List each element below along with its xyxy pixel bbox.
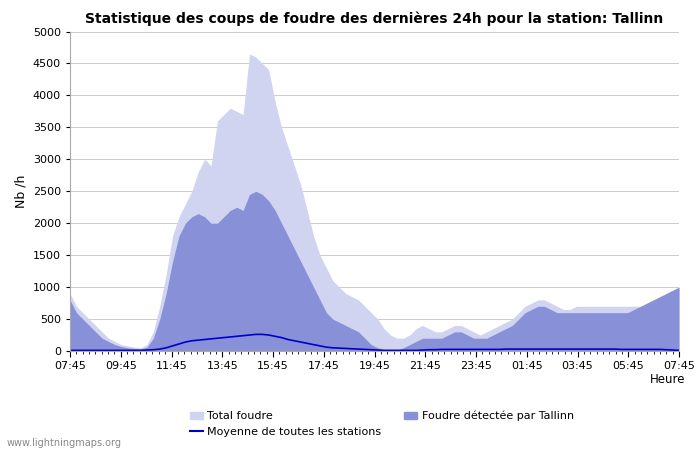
Text: Heure: Heure xyxy=(650,374,685,387)
Text: www.lightningmaps.org: www.lightningmaps.org xyxy=(7,438,122,448)
Title: Statistique des coups de foudre des dernières 24h pour la station: Tallinn: Statistique des coups de foudre des dern… xyxy=(85,12,664,26)
Legend: Total foudre, Moyenne de toutes les stations, Foudre détectée par Tallinn: Total foudre, Moyenne de toutes les stat… xyxy=(186,406,578,441)
Y-axis label: Nb /h: Nb /h xyxy=(14,175,27,208)
